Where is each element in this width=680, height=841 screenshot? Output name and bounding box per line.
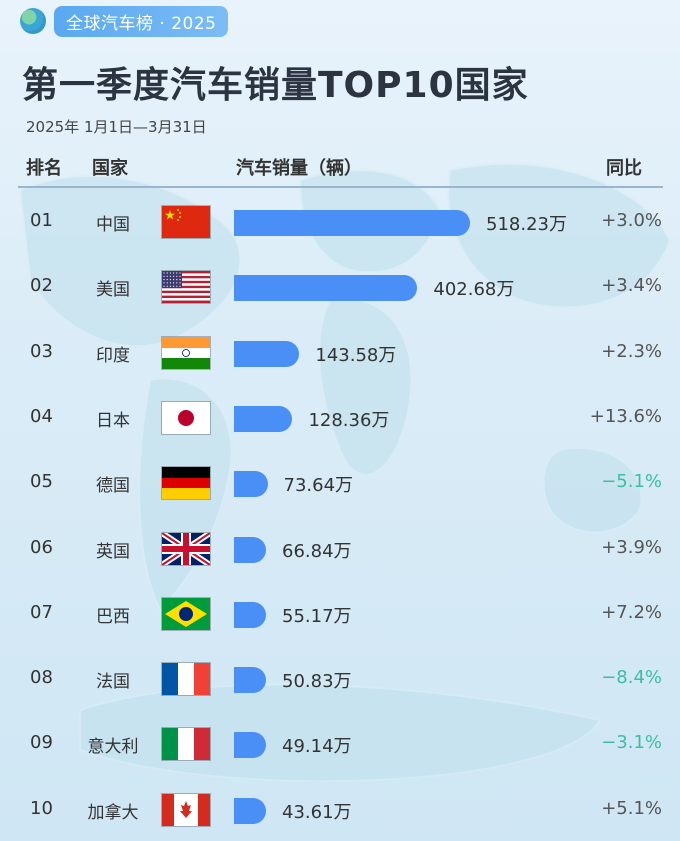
country-label: 中国 [96, 215, 130, 235]
category-badge: 全球汽车榜 · 2025 [20, 5, 229, 37]
country-label: 德国 [96, 476, 130, 497]
header-rank: 排名 [26, 158, 62, 179]
uk-flag-icon [162, 532, 210, 565]
country-label: 意大利 [87, 737, 139, 758]
page-title: 第一季度汽车销量TOP10国家 [22, 65, 529, 106]
rank-label: 09 [30, 732, 53, 754]
sales-value-label: 73.64万 [283, 475, 354, 497]
header-divider [18, 186, 663, 188]
yoy-label: +2.3% [601, 340, 662, 362]
rank-label: 05 [30, 471, 53, 493]
country-label: 日本 [96, 410, 130, 431]
italy-flag-icon [162, 728, 210, 761]
sales-value-label: 49.14万 [282, 736, 352, 758]
sales-bar [234, 536, 266, 563]
yoy-label: −3.1% [601, 732, 662, 754]
yoy-label: +3.0% [601, 210, 662, 231]
table-row: 07 巴西 55.17万 +7.2% [0, 588, 680, 640]
sales-bar [234, 797, 266, 824]
country-label: 印度 [96, 345, 130, 366]
rank-label: 08 [30, 667, 53, 689]
table-row: 05 德国 73.64万 −5.1% [0, 457, 680, 509]
country-label: 美国 [96, 280, 130, 301]
date-range: 2025年 1月1日—3月31日 [26, 118, 207, 136]
country-label: 加拿大 [87, 802, 139, 823]
sales-value-label: 518.23万 [486, 214, 567, 235]
rank-label: 06 [30, 536, 53, 558]
canada-flag-icon [162, 793, 210, 826]
brazil-flag-icon [162, 597, 210, 630]
sales-bar [234, 340, 300, 367]
rank-label: 01 [30, 210, 53, 231]
sales-value-label: 128.36万 [308, 409, 390, 431]
table-row: 08 法国 50.83万 −8.4% [0, 653, 680, 705]
sales-bar [234, 471, 268, 498]
header-sales: 汽车销量（辆） [236, 158, 362, 179]
india-flag-icon [162, 336, 210, 369]
yoy-label: +3.4% [601, 275, 662, 297]
sales-value-label: 66.84万 [282, 540, 352, 562]
yoy-label: +5.1% [601, 797, 662, 819]
sales-bar [234, 601, 266, 628]
sales-bar [234, 667, 266, 694]
sales-bar [234, 405, 293, 432]
sales-value-label: 402.68万 [433, 279, 515, 301]
badge-label: 全球汽车榜 · 2025 [54, 5, 229, 37]
rank-label: 02 [30, 275, 53, 297]
sales-value-label: 55.17万 [282, 605, 352, 627]
yoy-label: +13.6% [589, 405, 662, 427]
table-row: 06 英国 66.84万 +3.9% [0, 523, 680, 575]
sales-value-label: 143.58万 [315, 344, 397, 366]
rank-label: 10 [30, 797, 53, 819]
japan-flag-icon [162, 401, 210, 434]
globe-icon [20, 8, 46, 34]
yoy-label: −8.4% [601, 667, 662, 689]
table-row: 01 中国 518.23万 +3.0% [0, 196, 680, 248]
sales-value-label: 43.61万 [282, 801, 352, 823]
yoy-label: +3.9% [601, 536, 662, 558]
table-row: 04 日本 128.36万 +13.6% [0, 392, 680, 444]
country-label: 法国 [96, 672, 130, 693]
sales-value-label: 50.83万 [282, 671, 352, 693]
rank-label: 07 [30, 601, 53, 623]
country-label: 巴西 [96, 606, 130, 627]
table-row: 02 美国 402.68万 +3.4% [0, 261, 680, 313]
usa-flag-icon [162, 271, 210, 304]
china-flag-icon [162, 206, 210, 238]
sales-bar [234, 732, 266, 759]
germany-flag-icon [162, 467, 210, 500]
yoy-label: −5.1% [601, 471, 662, 493]
country-label: 英国 [96, 541, 130, 562]
france-flag-icon [162, 663, 210, 696]
header-yoy: 同比 [606, 158, 642, 179]
sales-bar [234, 210, 470, 236]
yoy-label: +7.2% [601, 601, 662, 623]
table-row: 09 意大利 49.14万 −3.1% [0, 718, 680, 770]
sales-bar [234, 275, 418, 302]
table-row: 10 加拿大 43.61万 +5.1% [0, 784, 680, 836]
table-row: 03 印度 143.58万 +2.3% [0, 327, 680, 379]
rank-label: 03 [30, 340, 53, 362]
header-country: 国家 [92, 158, 128, 179]
rank-label: 04 [30, 405, 53, 427]
